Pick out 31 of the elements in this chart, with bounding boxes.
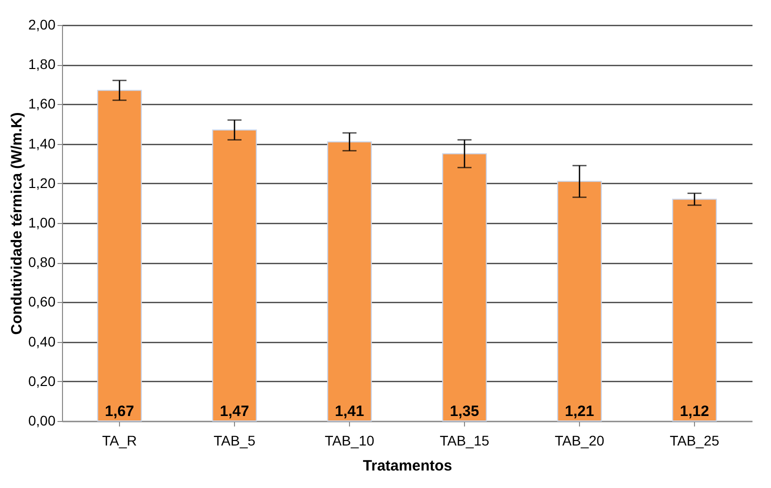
data-label: 1,47 — [220, 403, 250, 420]
data-label: 1,21 — [564, 403, 594, 420]
y-tick-label: 1,00 — [28, 214, 56, 230]
x-axis-title: Tratamentos — [362, 458, 452, 474]
x-tick-label: TAB_5 — [214, 432, 256, 448]
bar — [557, 180, 602, 422]
bar — [442, 153, 487, 422]
y-tick-label: 0,60 — [28, 294, 56, 310]
y-axis-title: Condutividade térmica (W/m.K) — [8, 112, 26, 335]
bar — [212, 129, 257, 422]
data-label: 1,35 — [450, 403, 480, 420]
x-tick-label: TAB_15 — [440, 432, 490, 448]
y-tick-label: 1,20 — [28, 174, 56, 191]
data-label: 1,41 — [334, 403, 364, 420]
x-tick-label: TAB_25 — [670, 432, 720, 448]
y-tick-label: 1,40 — [28, 135, 56, 152]
y-tick-label: 0,20 — [28, 372, 56, 389]
data-label: 1,12 — [680, 403, 710, 420]
y-tick-label: 0,40 — [28, 333, 56, 350]
y-tick-label: 1,60 — [28, 96, 56, 112]
bar — [97, 90, 142, 422]
y-tick-label: 2,00 — [28, 16, 56, 32]
bar — [327, 141, 372, 422]
x-tick-label: TA_R — [102, 432, 137, 448]
y-tick-label: 0,80 — [28, 254, 56, 270]
y-tick-label: 1,80 — [28, 56, 56, 72]
y-tick-label: 0,00 — [28, 412, 56, 428]
x-tick-label: TAB_20 — [554, 432, 604, 448]
data-label: 1,67 — [104, 403, 134, 420]
x-tick-label: TAB_10 — [324, 432, 374, 448]
bar — [672, 198, 717, 422]
